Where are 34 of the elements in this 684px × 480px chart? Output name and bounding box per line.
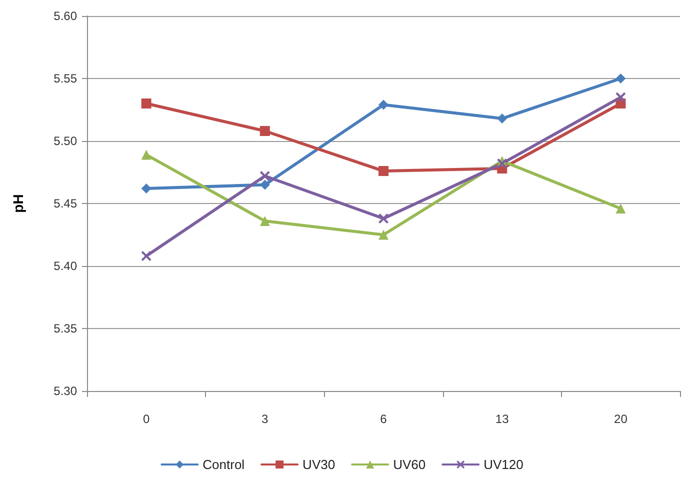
x-tick-label: 0 (142, 412, 150, 426)
point (378, 230, 388, 240)
point (378, 100, 388, 110)
legend-label: UV60 (393, 457, 426, 472)
x-tick-label: 6 (380, 412, 388, 426)
point (260, 180, 270, 190)
point (141, 251, 152, 261)
y-tick-label: 5.60 (54, 9, 78, 23)
point (616, 74, 626, 84)
x-tick-label: 3 (262, 412, 269, 426)
y-tick-label: 5.40 (54, 259, 78, 273)
point (497, 158, 508, 168)
point (141, 184, 152, 194)
point (141, 150, 152, 160)
y-axis-title: pH (10, 194, 26, 213)
point (616, 204, 626, 214)
point (260, 171, 270, 181)
point (378, 214, 388, 224)
y-tick-label: 5.50 (54, 134, 78, 148)
x-tick-label: 20 (614, 412, 628, 426)
point (378, 166, 388, 176)
point (497, 114, 508, 124)
y-tick-label: 5.35 (54, 322, 78, 336)
point (616, 92, 626, 102)
y-tick-label: 5.45 (54, 196, 78, 210)
point (260, 126, 270, 136)
legend-label: UV30 (302, 457, 336, 472)
legend-label: Control (202, 457, 245, 472)
y-tick-label: 5.30 (54, 384, 78, 398)
legend-label: UV120 (484, 457, 524, 472)
y-tick-label: 5.55 (54, 72, 78, 86)
point (141, 98, 152, 108)
point (260, 216, 270, 226)
x-tick-label: 13 (495, 412, 510, 426)
